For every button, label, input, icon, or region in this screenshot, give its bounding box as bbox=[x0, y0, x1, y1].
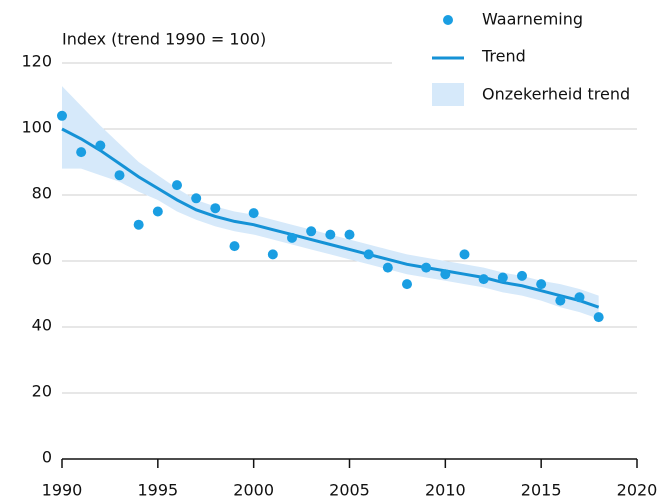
observation-dot bbox=[497, 272, 508, 283]
observation-dot bbox=[555, 295, 566, 306]
observation-dot bbox=[402, 279, 412, 290]
observation-dot bbox=[114, 170, 125, 181]
legend-band bbox=[432, 83, 464, 106]
observation-dot bbox=[229, 241, 240, 252]
x-tick-label: 2000 bbox=[233, 481, 274, 497]
observation-dot bbox=[267, 249, 278, 260]
observation-dot bbox=[306, 226, 317, 237]
legend-label: Trend bbox=[481, 47, 526, 66]
observation-dot bbox=[363, 249, 374, 260]
observation-dot bbox=[248, 208, 259, 219]
y-tick-label: 100 bbox=[21, 118, 52, 137]
x-tick-label: 2020 bbox=[617, 481, 658, 497]
observation-dot bbox=[57, 110, 67, 121]
observation-dot bbox=[152, 206, 163, 217]
observation-dot bbox=[344, 229, 355, 240]
legend-label: Waarneming bbox=[482, 10, 583, 29]
observation-dot bbox=[95, 140, 106, 151]
x-tick-label: 2005 bbox=[329, 481, 370, 497]
x-tick-label: 2010 bbox=[425, 481, 466, 497]
uncertainty-band bbox=[62, 86, 599, 319]
y-tick-label: 0 bbox=[42, 448, 52, 467]
observation-dot bbox=[517, 270, 527, 281]
observation-dot bbox=[172, 180, 182, 191]
x-tick-label: 1995 bbox=[137, 481, 178, 497]
observation-dot bbox=[478, 274, 489, 285]
observation-dot bbox=[287, 232, 297, 243]
observation-dot bbox=[210, 203, 221, 214]
observation-dot bbox=[382, 262, 393, 273]
observation-dot bbox=[76, 147, 87, 158]
observation-dot bbox=[574, 292, 585, 303]
legend-dot bbox=[443, 15, 453, 25]
observation-dot bbox=[133, 219, 144, 230]
x-tick-label: 2015 bbox=[521, 481, 562, 497]
observation-dot bbox=[191, 193, 202, 204]
observation-dot bbox=[421, 262, 432, 273]
y-tick-label: 120 bbox=[21, 52, 52, 71]
legend-label: Onzekerheid trend bbox=[482, 85, 630, 104]
observation-dot bbox=[536, 279, 547, 290]
observation-dot bbox=[593, 312, 604, 323]
observation-dot bbox=[440, 269, 451, 280]
x-tick-label: 1990 bbox=[42, 481, 83, 497]
trend-line bbox=[61, 127, 600, 309]
chart-title: Index (trend 1990 = 100) bbox=[62, 30, 266, 49]
observation-dot bbox=[459, 249, 470, 260]
y-tick-label: 20 bbox=[32, 382, 52, 401]
y-tick-label: 80 bbox=[32, 184, 52, 203]
y-tick-label: 60 bbox=[32, 250, 52, 269]
observation-dot bbox=[325, 229, 336, 240]
y-tick-label: 40 bbox=[32, 316, 52, 335]
